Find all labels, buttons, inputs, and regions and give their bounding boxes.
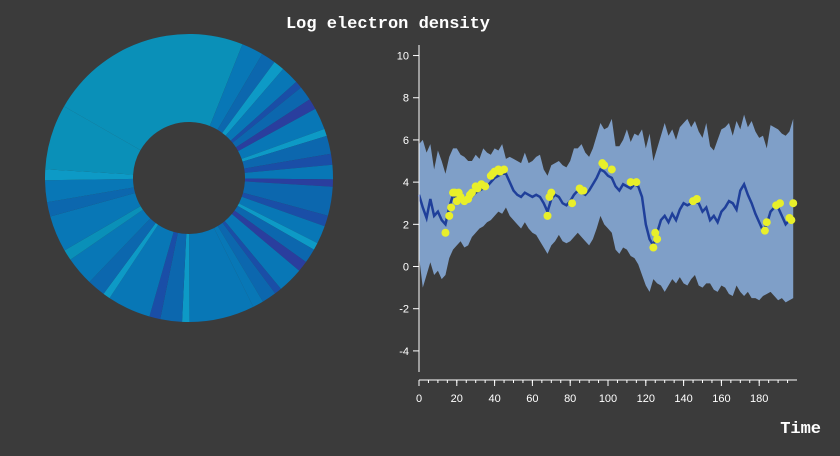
x-axis: 0 20 40 60 80 100 120 140 160 180 bbox=[416, 379, 797, 405]
observed-point bbox=[543, 211, 552, 220]
observed-point bbox=[787, 216, 796, 225]
donut-slice bbox=[244, 164, 334, 180]
donut-slice bbox=[45, 178, 134, 203]
x-tick-label: 120 bbox=[637, 393, 655, 405]
y-axis: -4 -2 0 2 4 6 8 10 bbox=[397, 45, 420, 372]
y-tick-label: 4 bbox=[403, 177, 409, 189]
chart-title: Log electron density bbox=[286, 15, 490, 34]
observed-point bbox=[692, 195, 701, 204]
observed-point bbox=[762, 218, 771, 227]
donut-chart bbox=[44, 34, 334, 322]
donut-slice bbox=[225, 69, 297, 141]
observed-point bbox=[500, 165, 509, 174]
donut-slice bbox=[70, 209, 151, 283]
y-tick-label: 6 bbox=[403, 135, 409, 147]
donut-slice bbox=[209, 44, 263, 130]
donut-slice bbox=[230, 81, 302, 143]
donut-slice bbox=[64, 206, 143, 260]
observed-point bbox=[760, 226, 769, 235]
donut-slice bbox=[243, 181, 333, 216]
donut-slice bbox=[89, 218, 156, 294]
observed-point bbox=[481, 182, 490, 191]
donut-slice bbox=[235, 99, 316, 152]
donut-slice bbox=[222, 221, 281, 294]
x-tick-label: 160 bbox=[712, 393, 730, 405]
donut-slice bbox=[224, 214, 300, 289]
donut-slice bbox=[109, 224, 174, 317]
x-tick-label: 100 bbox=[599, 393, 617, 405]
observed-point bbox=[649, 243, 658, 252]
x-tick-label: 20 bbox=[451, 393, 463, 405]
observed-point bbox=[626, 178, 635, 187]
donut-slice bbox=[189, 228, 254, 322]
line-chart: -4 -2 0 2 4 6 8 10 0 20 40 60 80 100 120 140 160 180 bbox=[397, 45, 798, 405]
donut-slice bbox=[231, 210, 306, 271]
donut-slice bbox=[45, 106, 141, 175]
donut-slice bbox=[222, 62, 284, 136]
donut-slice bbox=[50, 192, 141, 251]
y-tick-label: 10 bbox=[397, 51, 409, 63]
donut-slice bbox=[44, 169, 134, 181]
donut-slice bbox=[241, 192, 328, 227]
x-tick-label: 180 bbox=[750, 393, 768, 405]
donut-slice bbox=[237, 203, 318, 250]
observed-point bbox=[568, 199, 577, 208]
donut-slice bbox=[103, 223, 159, 299]
uncertainty-band bbox=[419, 114, 794, 303]
x-axis-label: Time bbox=[780, 420, 821, 439]
observed-point bbox=[441, 228, 450, 237]
observed-point bbox=[547, 188, 556, 197]
observed-point bbox=[607, 165, 616, 174]
donut-slice bbox=[149, 231, 178, 320]
observed-point bbox=[447, 203, 456, 212]
observed-points bbox=[441, 159, 798, 252]
donut-slice bbox=[238, 196, 325, 244]
donut-slice bbox=[244, 153, 333, 173]
donut-slice bbox=[242, 135, 331, 169]
x-tick-label: 140 bbox=[674, 393, 692, 405]
donut-slice bbox=[244, 178, 333, 187]
donut-slice bbox=[64, 34, 243, 151]
y-tick-label: 2 bbox=[403, 219, 409, 231]
donut-slice bbox=[182, 233, 190, 322]
y-tick-label: 8 bbox=[403, 93, 409, 105]
observed-point bbox=[775, 199, 784, 208]
y-tick-label: -4 bbox=[399, 346, 409, 358]
x-tick-label: 0 bbox=[416, 393, 422, 405]
donut-slice bbox=[241, 128, 327, 162]
donut-slice bbox=[238, 108, 325, 159]
donut-slice bbox=[213, 226, 263, 307]
observed-point bbox=[579, 186, 588, 195]
donut-slice bbox=[232, 87, 310, 148]
observed-point bbox=[632, 178, 641, 187]
x-tick-label: 80 bbox=[564, 393, 576, 405]
y-tick-label: -2 bbox=[399, 304, 409, 316]
observed-point bbox=[789, 199, 798, 208]
donut-slice bbox=[217, 54, 275, 133]
observed-point bbox=[651, 228, 660, 237]
y-tick-label: 0 bbox=[403, 262, 409, 274]
observed-point bbox=[653, 235, 662, 244]
observed-point bbox=[467, 188, 476, 197]
donut-slice bbox=[217, 222, 276, 302]
x-tick-label: 60 bbox=[526, 393, 538, 405]
x-tick-label: 40 bbox=[488, 393, 500, 405]
donut-slice bbox=[160, 232, 187, 322]
observed-point bbox=[600, 161, 609, 170]
donut-slice bbox=[47, 187, 136, 217]
donut-slice bbox=[234, 205, 314, 263]
observed-point bbox=[445, 211, 454, 220]
